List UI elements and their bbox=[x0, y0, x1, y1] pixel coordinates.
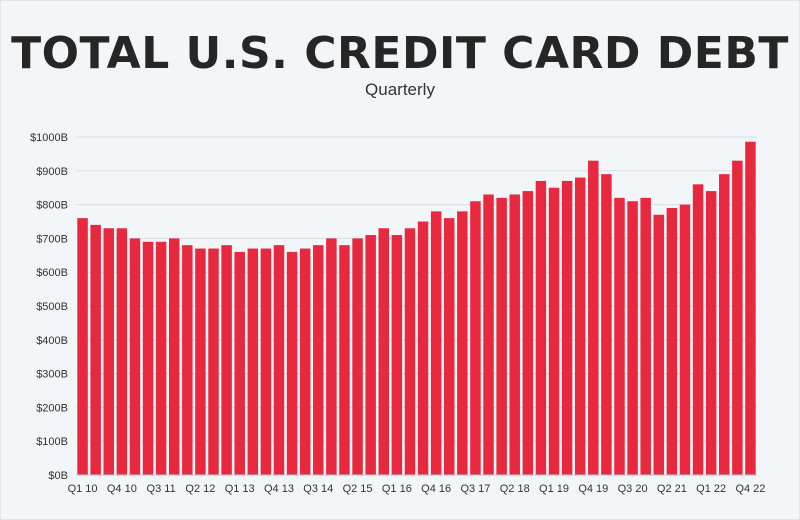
x-tick-label: Q2 18 bbox=[500, 483, 530, 495]
bar bbox=[719, 174, 730, 475]
x-tick-label: Q3 20 bbox=[618, 483, 648, 495]
chart-title: TOTAL U.S. CREDIT CARD DEBT bbox=[11, 28, 789, 79]
bar bbox=[574, 177, 586, 475]
x-tick-label: Q4 19 bbox=[578, 483, 608, 495]
bar bbox=[666, 207, 678, 476]
bar bbox=[221, 245, 232, 475]
y-tick-label: $500B bbox=[36, 301, 68, 313]
bar bbox=[182, 245, 193, 475]
bar bbox=[614, 197, 625, 475]
x-tick-label: Q4 10 bbox=[107, 483, 137, 495]
bar bbox=[588, 160, 599, 475]
bar bbox=[679, 204, 691, 475]
bar bbox=[142, 241, 154, 475]
bar bbox=[457, 211, 468, 476]
bar bbox=[417, 221, 429, 475]
bar bbox=[640, 197, 651, 475]
y-tick-label: $0B bbox=[48, 470, 68, 482]
bar bbox=[313, 245, 324, 475]
x-tick-label: Q1 16 bbox=[382, 483, 412, 495]
x-tick-label: Q1 10 bbox=[68, 483, 98, 495]
x-tick-label: Q4 16 bbox=[421, 483, 451, 495]
y-axis: $0B $100B $200B $300B $400B $500B $600B $700B $8… bbox=[30, 132, 68, 482]
bar bbox=[378, 228, 389, 475]
bar bbox=[391, 235, 403, 475]
bar bbox=[326, 238, 337, 475]
x-tick-label: Q3 11 bbox=[147, 483, 176, 495]
bar bbox=[692, 184, 704, 475]
x-tick-label: Q1 22 bbox=[696, 483, 726, 495]
bar bbox=[470, 201, 481, 475]
bar bbox=[299, 248, 311, 475]
bar bbox=[496, 197, 507, 475]
y-tick-label: $600B bbox=[36, 267, 68, 279]
y-tick-label: $400B bbox=[36, 335, 68, 347]
x-tick-label: Q1 13 bbox=[225, 483, 255, 495]
x-tick-label: Q2 15 bbox=[343, 483, 373, 495]
bar bbox=[653, 214, 665, 476]
bar bbox=[286, 251, 298, 475]
bar bbox=[90, 224, 101, 475]
x-tick-label: Q1 19 bbox=[539, 483, 569, 495]
x-tick-label: Q3 14 bbox=[303, 483, 333, 495]
chart-subtitle: Quarterly bbox=[365, 80, 435, 99]
bar bbox=[535, 180, 547, 475]
x-axis: Q1 10 Q4 10 Q3 11 Q2 12 Q1 13 Q4 13 Q3 14 Q2 15… bbox=[68, 474, 765, 495]
bar bbox=[627, 201, 638, 475]
y-tick-label: $800B bbox=[36, 200, 68, 212]
bar bbox=[273, 245, 285, 475]
x-tick-label: Q4 13 bbox=[264, 483, 294, 495]
bar bbox=[116, 228, 128, 475]
bar bbox=[522, 191, 534, 475]
bar bbox=[745, 141, 756, 476]
bars bbox=[77, 141, 756, 476]
bar bbox=[339, 245, 350, 475]
bar bbox=[444, 218, 455, 475]
bar bbox=[705, 191, 717, 475]
bar bbox=[352, 238, 363, 475]
y-tick-label: $900B bbox=[36, 166, 68, 178]
bar bbox=[77, 218, 88, 475]
bar bbox=[195, 248, 206, 475]
bar bbox=[732, 160, 743, 475]
y-tick-label: $700B bbox=[36, 233, 68, 245]
bar bbox=[260, 248, 272, 475]
y-tick-label: $300B bbox=[36, 369, 68, 381]
x-tick-label: Q2 12 bbox=[185, 483, 215, 495]
bar bbox=[155, 241, 167, 475]
bar bbox=[404, 228, 416, 475]
x-tick-label: Q3 17 bbox=[460, 483, 490, 495]
bar bbox=[548, 187, 560, 475]
bar bbox=[365, 235, 376, 475]
bar bbox=[483, 194, 494, 475]
x-tick-label: Q2 21 bbox=[657, 483, 687, 495]
y-tick-label: $1000B bbox=[30, 132, 68, 144]
bar bbox=[208, 248, 219, 475]
bar bbox=[430, 211, 442, 476]
bar bbox=[234, 251, 245, 475]
y-tick-label: $100B bbox=[36, 436, 68, 448]
y-tick-label: $200B bbox=[36, 402, 68, 414]
bar bbox=[129, 238, 141, 475]
bar bbox=[509, 194, 520, 475]
bar bbox=[601, 174, 612, 475]
x-tick-label: Q4 22 bbox=[735, 483, 765, 495]
bar bbox=[168, 238, 180, 475]
bar bbox=[103, 228, 114, 475]
bar bbox=[247, 248, 259, 475]
bar bbox=[561, 180, 573, 475]
